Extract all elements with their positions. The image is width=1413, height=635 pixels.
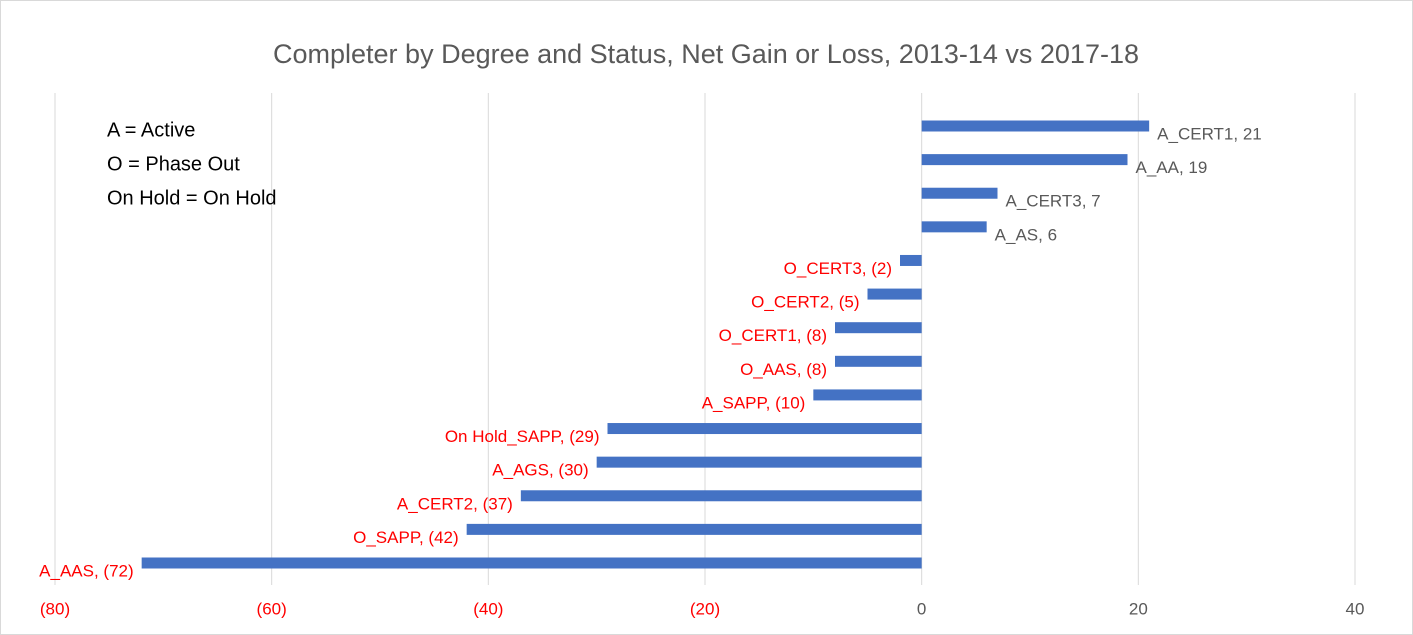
data-label: A_CERT3, 7 xyxy=(1006,192,1101,211)
data-label: On Hold_SAPP, (29) xyxy=(445,427,600,446)
x-tick-label: (40) xyxy=(473,599,503,618)
data-label: A_AAS, (72) xyxy=(39,561,134,580)
bar xyxy=(607,423,922,435)
data-label: O_SAPP, (42) xyxy=(353,528,459,547)
bar xyxy=(141,557,922,569)
annotation: O = Phase Out xyxy=(107,153,240,175)
x-tick-label: (20) xyxy=(690,599,720,618)
bar xyxy=(596,456,922,468)
data-label: O_CERT3, (2) xyxy=(784,259,892,278)
data-label: A_AA, 19 xyxy=(1136,158,1208,177)
data-label: A_AS, 6 xyxy=(995,225,1057,244)
bar xyxy=(921,221,987,233)
data-label: A_SAPP, (10) xyxy=(702,393,806,412)
bar xyxy=(835,355,922,367)
bar xyxy=(900,254,922,266)
annotation: On Hold = On Hold xyxy=(107,187,277,209)
data-label: O_AAS, (8) xyxy=(740,360,827,379)
x-tick-label: (80) xyxy=(40,599,70,618)
chart-title: Completer by Degree and Status, Net Gain… xyxy=(273,39,1139,69)
annotation: A = Active xyxy=(107,119,195,141)
bar xyxy=(867,288,922,300)
bar xyxy=(921,154,1128,166)
x-tick-label: 20 xyxy=(1129,599,1148,618)
bar xyxy=(835,322,922,334)
bar xyxy=(921,120,1150,132)
x-tick-label: (60) xyxy=(257,599,287,618)
bar xyxy=(466,523,922,535)
data-label: A_CERT2, (37) xyxy=(397,494,513,513)
x-tick-label: 40 xyxy=(1346,599,1365,618)
bar xyxy=(520,490,922,502)
data-label: O_CERT1, (8) xyxy=(719,326,827,345)
x-tick-label: 0 xyxy=(917,599,926,618)
data-label: O_CERT2, (5) xyxy=(751,293,859,312)
bar xyxy=(813,389,922,401)
data-label: A_AGS, (30) xyxy=(492,461,588,480)
data-label: A_CERT1, 21 xyxy=(1157,124,1262,143)
bar xyxy=(921,187,998,199)
